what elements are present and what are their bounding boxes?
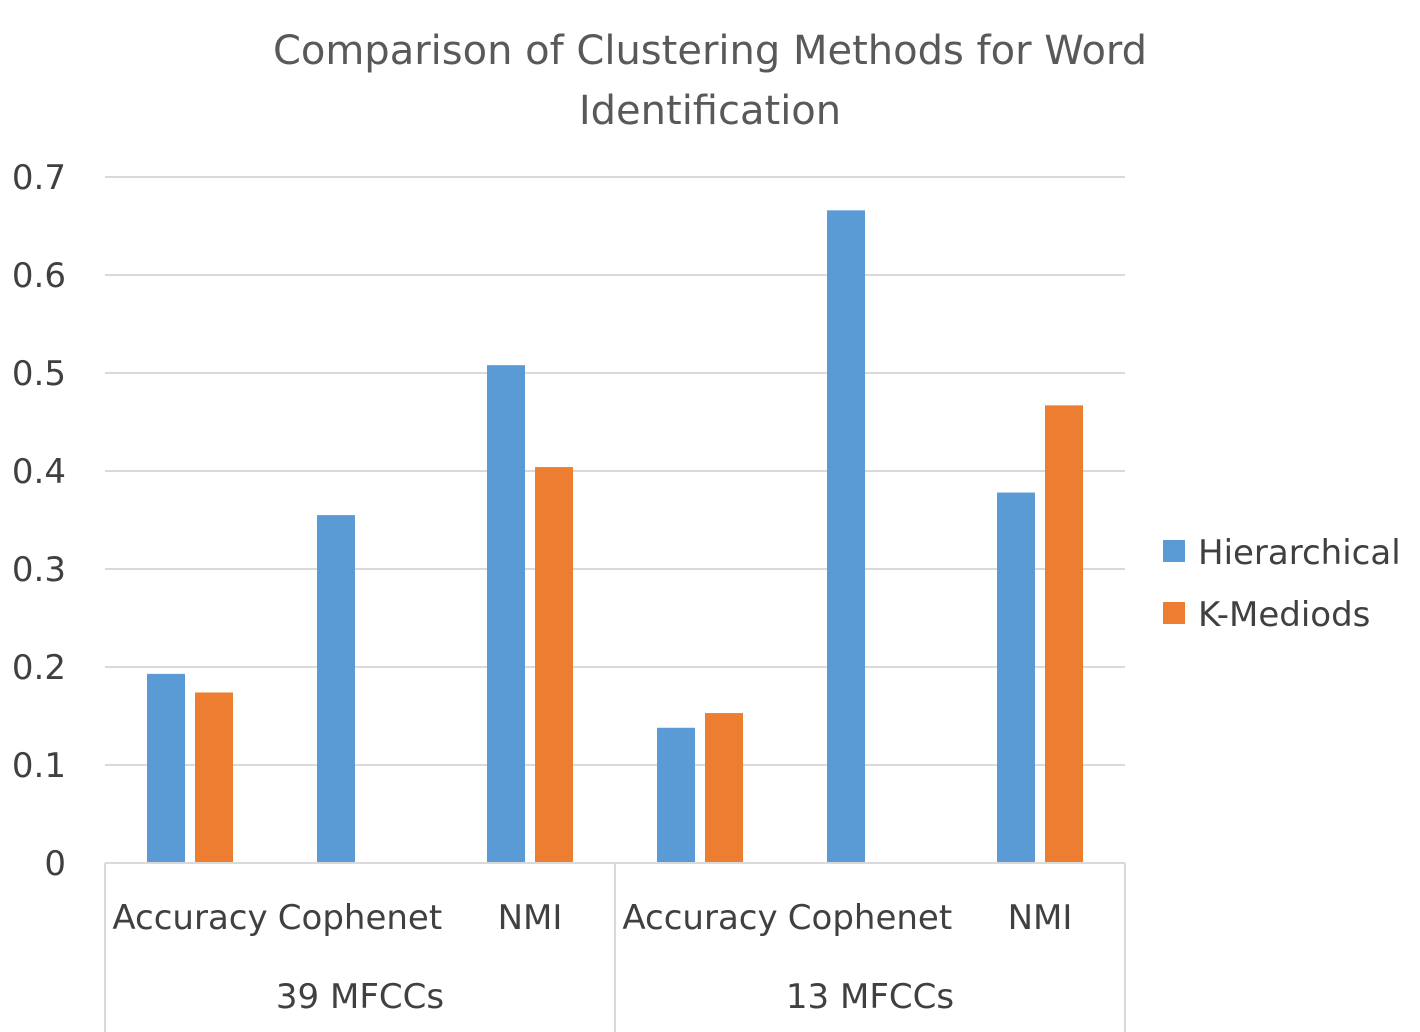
bar-k-mediods-5: [1045, 405, 1083, 863]
bar-hierarchical-5: [997, 492, 1035, 863]
y-tick-label: 0.6: [12, 256, 66, 296]
y-tick-label: 0.7: [12, 158, 66, 198]
gridlines: [105, 176, 1125, 766]
bar-k-mediods-0: [195, 692, 233, 863]
legend-swatch: [1163, 540, 1185, 562]
x-axis-categories: Accuracy Cophenet NMI Accuracy Cophenet NMI 39…: [112, 898, 1072, 1017]
bars: [147, 210, 1083, 863]
y-axis-ticks: 0 0.1 0.2 0.3 0.4 0.5 0.6 0.7: [12, 158, 66, 884]
group-label: 39 MFCCs: [276, 977, 444, 1017]
bar-hierarchical-1: [317, 515, 355, 863]
y-tick-label: 0.2: [12, 648, 66, 688]
y-tick-label: 0.1: [12, 746, 66, 786]
bar-hierarchical-2: [487, 365, 525, 863]
category-label: Accuracy: [622, 898, 777, 938]
bar-hierarchical-3: [657, 727, 695, 863]
bar-k-mediods-3: [705, 713, 743, 863]
bar-hierarchical-0: [147, 673, 185, 863]
bar-k-mediods-2: [535, 467, 573, 863]
group-label: 13 MFCCs: [786, 977, 954, 1017]
y-tick-label: 0.4: [12, 452, 66, 492]
x-axis: [104, 862, 1126, 1032]
chart-title-line-2: Identification: [579, 88, 841, 134]
category-label: Cophenet: [788, 898, 952, 938]
y-tick-label: 0.3: [12, 550, 66, 590]
category-label: NMI: [1008, 898, 1073, 938]
legend-swatch: [1163, 602, 1185, 624]
category-label: Cophenet: [278, 898, 442, 938]
chart-title-line-1: Comparison of Clustering Methods for Wor…: [273, 28, 1147, 74]
y-tick-label: 0: [44, 844, 66, 884]
category-label: NMI: [498, 898, 563, 938]
legend-label: Hierarchical: [1198, 533, 1401, 573]
legend-label: K-Mediods: [1198, 595, 1370, 635]
legend: Hierarchical K-Mediods: [1163, 533, 1401, 635]
bar-hierarchical-4: [827, 210, 865, 863]
chart-title: Comparison of Clustering Methods for Wor…: [273, 28, 1147, 134]
category-label: Accuracy: [112, 898, 267, 938]
y-tick-label: 0.5: [12, 354, 66, 394]
